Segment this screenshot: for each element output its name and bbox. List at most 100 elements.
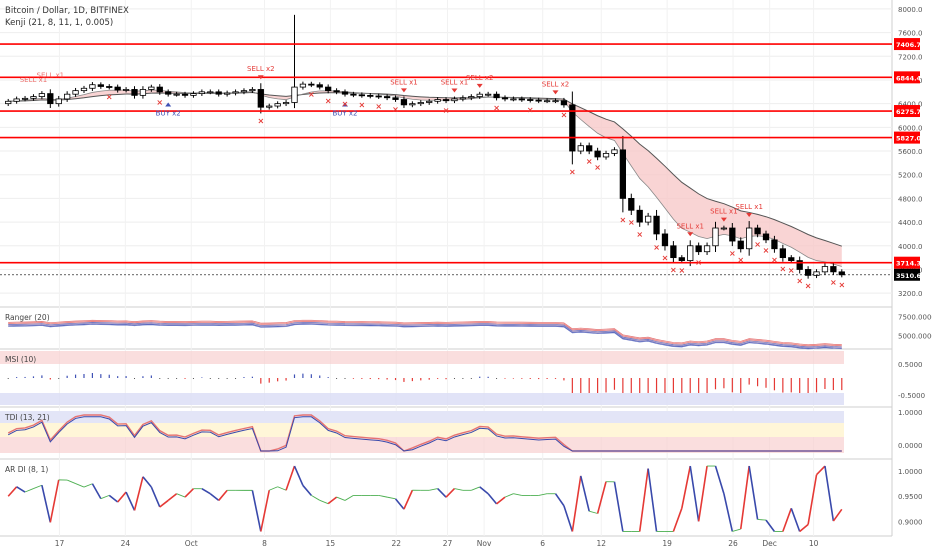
cross-marker-icon: × <box>342 100 349 109</box>
candle-body <box>156 86 163 93</box>
candle-body <box>106 86 113 88</box>
candle-body <box>13 98 20 102</box>
candle-body <box>838 271 845 276</box>
cross-marker-icon: × <box>838 280 845 289</box>
candle-body <box>510 98 517 101</box>
ardi-line-segment <box>49 479 60 523</box>
ardi-line-segment <box>596 481 607 514</box>
ardi-line-segment <box>479 486 489 495</box>
candle-body <box>830 266 837 273</box>
candle-body <box>762 233 770 241</box>
tdi-upper-zone <box>0 411 844 423</box>
cross-marker-icon: × <box>737 255 744 264</box>
ardi-line-segment <box>672 508 683 532</box>
ardi-line-segment <box>689 465 700 522</box>
ardi-line-segment <box>739 465 750 530</box>
ardi-line-segment <box>150 486 161 508</box>
cross-marker-icon: × <box>779 265 786 274</box>
candle-body <box>223 92 231 95</box>
candle-body <box>299 83 307 88</box>
cross-marker-icon: × <box>678 266 685 275</box>
candle-body <box>476 93 483 97</box>
price-tick-label: 6400.0 <box>898 101 923 109</box>
last-price-label: 3510.6 <box>896 272 922 280</box>
ardi-line-segment <box>327 496 338 505</box>
cross-marker-icon: × <box>729 249 736 258</box>
fast-ma-line <box>8 89 842 267</box>
candle-body <box>586 145 593 152</box>
candle-body <box>543 100 551 103</box>
time-tick-label: 15 <box>326 539 336 548</box>
candle-body <box>687 245 694 261</box>
buy-arrow-icon <box>165 102 172 107</box>
buy-arrow-icon <box>342 102 349 107</box>
sell-arrow-icon <box>476 83 483 88</box>
candle-body <box>257 89 264 108</box>
price-tick-label: 7200.0 <box>898 53 923 61</box>
cross-marker-icon: × <box>653 243 660 252</box>
ardi-line-segment <box>100 494 110 500</box>
candle-body <box>291 86 298 103</box>
candle-body <box>796 260 803 270</box>
ardi-line-segment <box>487 493 498 505</box>
ardi-line-segment <box>790 508 801 532</box>
cross-marker-icon: × <box>561 111 568 120</box>
sell-signal-label: SELL x1 <box>37 71 65 79</box>
ardi-line-segment <box>714 465 725 494</box>
candle-body <box>333 90 340 93</box>
ardi-line-segment <box>285 465 296 491</box>
candle-body <box>485 93 492 96</box>
time-tick-label: 22 <box>391 539 401 548</box>
cross-marker-icon: × <box>586 157 593 166</box>
candle-body <box>746 227 753 250</box>
ardi-line-segment <box>176 493 186 498</box>
pane-title: Ranger (20) <box>5 313 50 322</box>
ardi-line-segment <box>799 523 809 533</box>
candle-body <box>30 96 37 99</box>
sell-signal-label: SELL x2 <box>542 80 570 88</box>
candle-body <box>316 84 323 88</box>
cross-marker-icon: × <box>670 265 677 274</box>
candle-body <box>804 269 812 276</box>
ardi-line-segment <box>33 484 43 490</box>
ardi-line-segment <box>24 488 34 493</box>
candle-body <box>434 99 441 102</box>
pane-tick-label: 0.0000 <box>898 442 923 450</box>
indicator-label: Kenji (21, 8, 11, 1, 0.005) <box>5 18 113 28</box>
ranger-line <box>8 319 842 346</box>
ardi-line-segment <box>277 486 287 491</box>
ardi-line-segment <box>344 495 354 501</box>
sell-arrow-icon <box>552 90 559 95</box>
candle-body <box>64 93 71 100</box>
pane-tick-label: 5000.0000 <box>898 333 932 341</box>
ardi-line-segment <box>697 465 708 522</box>
candle-body <box>198 91 206 95</box>
candle-body <box>670 245 677 259</box>
level-price-label: 3714.3 <box>896 260 921 268</box>
candle-body <box>131 89 138 96</box>
candle-body <box>644 215 652 223</box>
ardi-line-segment <box>336 496 346 501</box>
candle-body <box>737 240 744 250</box>
candle-body <box>535 99 542 102</box>
price-tick-label: 5600.0 <box>898 148 923 156</box>
last-price-tag <box>894 268 920 281</box>
candle-body <box>493 93 500 99</box>
cross-marker-icon: × <box>788 266 795 275</box>
candle-body <box>821 266 829 273</box>
sell-signal-label: SELL x2 <box>247 65 275 73</box>
candle-body <box>661 233 669 247</box>
cross-marker-icon: × <box>375 102 382 111</box>
cross-marker-icon: × <box>392 105 399 114</box>
candle-body <box>788 257 795 261</box>
sell-arrow-icon <box>720 217 727 222</box>
candle-body <box>350 93 357 96</box>
time-tick-label: Dec <box>762 539 777 548</box>
cross-marker-icon: × <box>830 278 837 287</box>
ardi-line-segment <box>504 493 514 498</box>
chart-title: Bitcoin / Dollar, 1D, BITFINEX <box>5 6 129 16</box>
candle-body <box>173 93 180 96</box>
candle-body <box>552 100 559 103</box>
ardi-line-segment <box>765 519 776 532</box>
candle-body <box>114 86 121 91</box>
